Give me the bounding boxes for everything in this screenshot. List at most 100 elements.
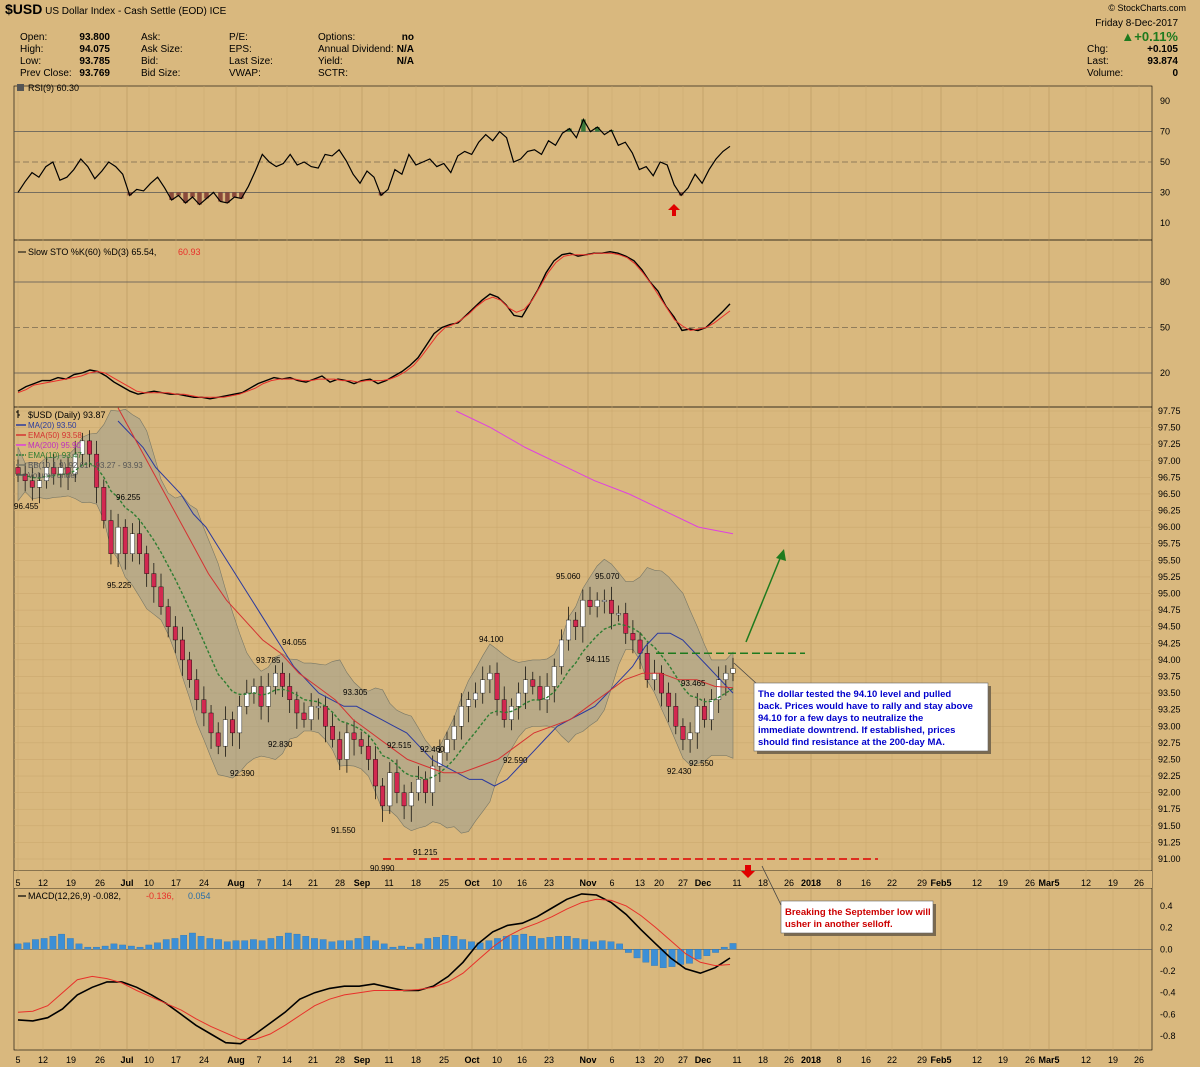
x-tick-label: 10	[144, 878, 154, 888]
candle-body	[108, 520, 114, 554]
macd-label: MACD(12,26,9) -0.082,	[28, 891, 121, 901]
macd-y-tick-label: -0.2	[1160, 966, 1176, 976]
candle-body	[616, 613, 622, 616]
price-annotation-label: 94.115	[586, 655, 610, 664]
candle-body	[687, 732, 693, 740]
x-tick-label: 18	[411, 1055, 421, 1065]
candle-body	[416, 779, 421, 793]
x-tick-label: 24	[199, 878, 209, 888]
price-y-tick-label: 95.50	[1158, 555, 1181, 565]
x-tick-label: 16	[861, 878, 871, 888]
macd-histogram-bar	[433, 937, 440, 950]
macd-histogram-bar	[511, 935, 519, 950]
red-annotation-box	[780, 900, 934, 934]
price-y-tick-label: 93.50	[1158, 688, 1181, 698]
x-tick-label: Mar5	[1038, 878, 1059, 888]
price-annotation-label: 95.225	[107, 581, 132, 590]
candle-body	[494, 672, 500, 700]
candle-body	[630, 633, 636, 641]
candle-body	[466, 699, 471, 707]
candle-body	[680, 726, 686, 740]
x-tick-label: 28	[335, 878, 345, 888]
candle-body	[308, 706, 314, 720]
macd-histogram-bar	[407, 946, 414, 950]
macd-histogram-bar	[258, 940, 266, 950]
candle-body	[94, 453, 100, 488]
macd-histogram-bar	[607, 941, 615, 950]
price-annotation-label: 93.465	[681, 679, 706, 688]
x-tick-label: 11	[384, 878, 393, 888]
sctr-label: SCTR:	[318, 68, 348, 79]
candle-body	[387, 772, 393, 807]
candle-body	[258, 686, 264, 707]
bollinger-band	[17, 408, 734, 834]
macd-histogram-bar	[729, 943, 737, 950]
annual-dividend-value: N/A	[396, 44, 414, 55]
macd-histogram-bar	[75, 943, 83, 950]
candle-body	[230, 719, 235, 734]
change-percent: ▲+0.11%	[1121, 29, 1178, 44]
x-tick-label: 26	[95, 878, 105, 888]
macd-y-tick-label: -0.4	[1160, 988, 1176, 998]
legend-entry: MA(20) 93.50	[28, 421, 77, 430]
candle-body	[694, 706, 700, 734]
price-annotation-label: 93.305	[343, 688, 368, 697]
macd-line	[17, 893, 731, 1045]
ticker-description: US Dollar Index - Cash Settle (EOD)	[45, 6, 207, 17]
rsi-y-tick-label: 50	[1160, 157, 1170, 167]
x-tick-label: Aug	[227, 1055, 245, 1065]
x-tick-label: 10	[492, 1055, 502, 1065]
x-tick-label: 27	[678, 878, 688, 888]
macd-histogram-bar	[354, 938, 362, 950]
price-y-tick-label: 96.25	[1158, 506, 1181, 516]
macd-histogram-bar	[337, 940, 344, 950]
x-tick-label: Jul	[120, 878, 133, 888]
price-title: $USD (Daily) 93.87	[28, 410, 106, 420]
price-annotation-label: 93.785	[256, 656, 281, 665]
x-tick-label: Oct	[464, 1055, 479, 1065]
macd-histogram-bar	[293, 933, 301, 950]
x-tick-label: 12	[972, 878, 982, 888]
x-tick-label: 26	[95, 1055, 105, 1065]
macd-histogram-bar	[49, 936, 57, 950]
candle-body	[215, 732, 221, 747]
candle-body	[129, 533, 135, 554]
green-arrow-shaft	[745, 555, 782, 643]
macd-histogram-bar	[616, 943, 623, 950]
macd-histogram-bar	[250, 939, 257, 950]
macd-histogram-bar	[633, 949, 641, 959]
x-tick-label: Feb5	[930, 878, 951, 888]
x-tick-label: Jul	[120, 1055, 133, 1065]
blue-annotation-box-line: immediate downtrend. If established, pri…	[758, 725, 955, 736]
blue-annotation-box-line: The dollar tested the 94.10 level and pu…	[758, 689, 951, 700]
ema50-line	[117, 407, 734, 774]
price-y-tick-label: 94.25	[1158, 638, 1181, 648]
price-annotation-label: 96.455	[14, 502, 39, 511]
candle-body	[280, 672, 285, 687]
ask-label: Ask:	[141, 32, 161, 43]
price-y-tick-label: 95.00	[1158, 589, 1181, 599]
macd-histogram-bar	[136, 946, 144, 950]
candle-body	[551, 666, 557, 687]
macd-histogram-bar	[189, 932, 196, 950]
x-tick-label: 12	[972, 1055, 982, 1065]
price-annotation-label: 95.060	[556, 572, 581, 581]
date-label: Friday 8-Dec-2017	[1095, 18, 1178, 29]
macd-histogram-bar	[389, 946, 397, 950]
candle-body	[544, 686, 550, 700]
candle-body	[244, 692, 250, 707]
ask-size-label: Ask Size:	[141, 44, 183, 55]
macd-histogram-bar	[450, 936, 458, 950]
price-annotation-label: 92.550	[689, 759, 714, 768]
x-tick-label: 7	[256, 1055, 261, 1065]
legend-entry: MA(200) 95.90	[28, 441, 81, 450]
x-tick-label: 29	[917, 1055, 927, 1065]
price-y-tick-label: 97.50	[1158, 423, 1181, 433]
macd-histogram-bar	[363, 936, 371, 950]
credit-label: © StockCharts.com	[1108, 3, 1186, 13]
candle-body	[537, 686, 543, 700]
sto-label: Slow STO %K(60) %D(3) 65.54,	[28, 247, 156, 257]
candle-body	[508, 706, 514, 720]
candle-body	[144, 553, 150, 574]
